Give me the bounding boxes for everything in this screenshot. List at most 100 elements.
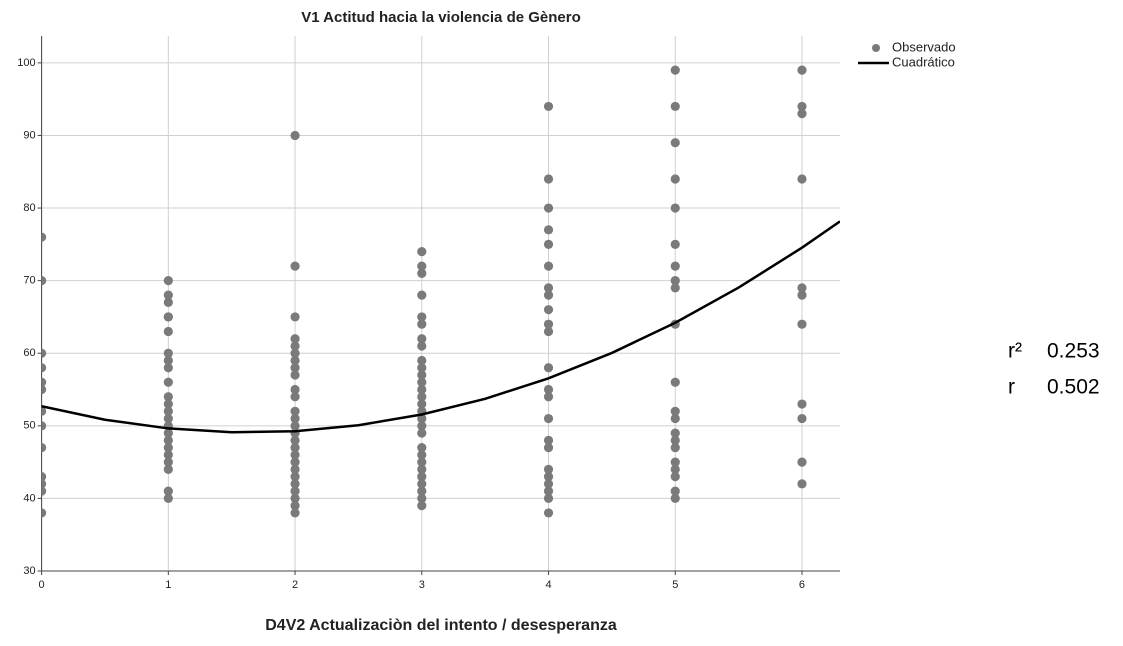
point (797, 283, 807, 293)
stat-value: 0.502 (1047, 376, 1100, 399)
point (543, 261, 554, 271)
point (670, 203, 680, 213)
x-tick-label: 6 (799, 579, 805, 591)
point (797, 457, 807, 467)
point (417, 384, 427, 395)
point (290, 334, 300, 344)
point (163, 450, 173, 460)
stat-label: r (1008, 376, 1015, 399)
point (163, 464, 173, 474)
point (417, 261, 427, 271)
legend-marker (872, 44, 880, 52)
point (797, 174, 807, 184)
point (670, 138, 680, 148)
point (797, 65, 807, 75)
y-tick-label: 50 (23, 420, 35, 432)
point (417, 472, 427, 482)
point (797, 109, 807, 119)
point (417, 421, 427, 431)
point (797, 413, 807, 424)
point (543, 283, 554, 293)
point (290, 312, 300, 322)
point (670, 435, 680, 445)
point (163, 435, 173, 445)
stats: r² 0.253 r 0.502 (1008, 340, 1100, 399)
x-tick-label: 5 (672, 579, 678, 591)
point (543, 472, 554, 482)
point (290, 508, 300, 518)
point (670, 377, 680, 387)
point (543, 174, 554, 184)
point (543, 239, 554, 249)
point (417, 377, 427, 387)
point (417, 493, 427, 504)
point (543, 363, 554, 373)
point (417, 246, 427, 257)
point (41, 472, 47, 482)
point (543, 435, 554, 445)
y-tick-label: 40 (23, 492, 35, 504)
point (543, 101, 554, 112)
chart-title: V1 Actitud hacia la violencia de Gènero (301, 9, 581, 26)
point (41, 276, 47, 286)
point (163, 312, 173, 322)
point (163, 428, 173, 438)
point (543, 305, 554, 315)
point (670, 486, 680, 496)
point (290, 421, 300, 431)
point (41, 406, 47, 416)
point (670, 261, 680, 271)
point (543, 290, 554, 300)
point (41, 508, 47, 518)
point (163, 493, 173, 504)
x-axis-label: D4V2 Actualizaciòn del intento / desespe… (265, 617, 617, 634)
point (290, 406, 300, 416)
point (163, 377, 173, 387)
point (417, 450, 427, 460)
point (417, 464, 427, 474)
point (290, 435, 300, 445)
point (163, 486, 173, 496)
marks (41, 65, 841, 518)
point (41, 486, 47, 496)
point (670, 283, 680, 293)
point (670, 276, 680, 286)
point (543, 384, 554, 395)
point (543, 479, 554, 489)
point (290, 370, 300, 380)
point (290, 464, 300, 474)
y-tick-label: 30 (23, 565, 35, 577)
point (41, 479, 47, 489)
point (290, 348, 300, 358)
legend-label: Observado (892, 39, 956, 54)
point (417, 334, 427, 344)
point (290, 442, 300, 453)
point (290, 130, 300, 141)
point (543, 464, 554, 474)
point (417, 486, 427, 496)
point (417, 312, 427, 322)
point (163, 392, 173, 402)
point (290, 261, 300, 271)
point (163, 290, 173, 300)
point (417, 413, 427, 424)
point (41, 363, 47, 373)
point (543, 486, 554, 496)
point (290, 355, 300, 366)
point (163, 297, 173, 308)
point (417, 363, 427, 373)
point (670, 464, 680, 474)
point (797, 101, 807, 112)
y-tick-label: 60 (23, 347, 35, 359)
point (670, 174, 680, 184)
point (417, 319, 427, 329)
point (543, 392, 554, 402)
point (670, 239, 680, 249)
point (543, 326, 554, 337)
point (290, 413, 300, 424)
point (543, 203, 554, 213)
point (417, 355, 427, 366)
grid: 30 40 50 60 70 80 90 100 0 1 2 3 4 5 6 (17, 36, 840, 591)
point (670, 413, 680, 424)
